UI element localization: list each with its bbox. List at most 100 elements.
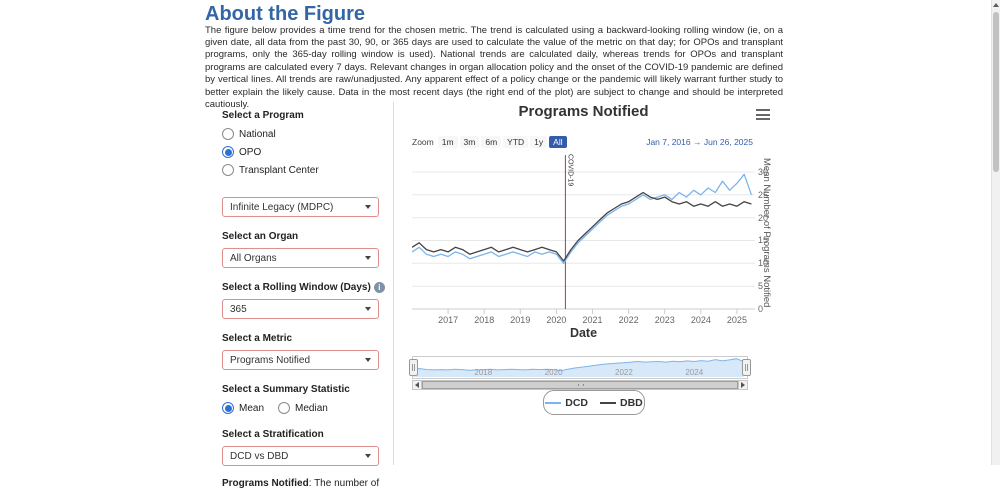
legend-dbd-label: DBD bbox=[620, 396, 643, 409]
navigator-year-label: 2018 bbox=[474, 368, 493, 377]
left-arrow-icon bbox=[415, 382, 419, 388]
x-tick-label: 2025 bbox=[726, 315, 747, 325]
metric-select[interactable]: Programs Notified bbox=[222, 350, 379, 370]
scroll-left-button[interactable] bbox=[412, 380, 422, 390]
info-icon[interactable]: i bbox=[373, 282, 385, 293]
navigator-year-label: 2020 bbox=[544, 368, 563, 377]
radio-median-label: Median bbox=[295, 402, 328, 414]
chevron-down-icon bbox=[365, 358, 371, 362]
legend-dcd-label: DCD bbox=[565, 396, 588, 409]
chevron-down-icon bbox=[365, 307, 371, 311]
scroll-right-button[interactable] bbox=[738, 380, 748, 390]
rolling-window-label: Select a Rolling Window (Days) i bbox=[222, 282, 398, 293]
page-title: About the Figure bbox=[205, 2, 365, 25]
chart-navigator[interactable]: 2018 2020 2022 2024 bbox=[409, 356, 751, 379]
dbd-line-swatch bbox=[600, 401, 616, 404]
program-label: Select a Program bbox=[222, 110, 304, 121]
metric-definition-term: Programs Notified bbox=[222, 478, 309, 489]
radio-opo[interactable]: OPO bbox=[222, 145, 398, 159]
chevron-down-icon bbox=[365, 205, 371, 209]
navigator-right-handle[interactable] bbox=[742, 359, 751, 376]
y-tick-label: 10 bbox=[758, 258, 769, 269]
rolling-window-label-text: Select a Rolling Window (Days) bbox=[222, 282, 371, 293]
page-scroll-thumb[interactable] bbox=[993, 12, 999, 172]
rolling-window-select[interactable]: 365 bbox=[222, 299, 379, 319]
zoom-1m-button[interactable]: 1m bbox=[437, 136, 458, 148]
radio-selected-icon[interactable] bbox=[222, 146, 234, 158]
y-tick-label: 5 bbox=[758, 281, 764, 292]
organ-select-value: All Organs bbox=[230, 252, 277, 264]
radio-mean-label: Mean bbox=[239, 402, 265, 414]
trend-plot bbox=[412, 155, 755, 314]
x-tick-label: 2022 bbox=[618, 315, 639, 325]
x-tick-label: 2023 bbox=[654, 315, 675, 325]
stratification-label: Select a Stratification bbox=[222, 429, 324, 440]
y-tick-label: 30 bbox=[758, 166, 769, 177]
radio-icon[interactable] bbox=[222, 128, 234, 140]
page-scrollbar[interactable] bbox=[991, 0, 1000, 465]
organ-select[interactable]: All Organs bbox=[222, 248, 379, 268]
metric-definition: Programs Notified: The number of bbox=[222, 478, 398, 489]
radio-transplant-center[interactable]: Transplant Center bbox=[222, 163, 398, 177]
chart-title: Programs Notified bbox=[518, 103, 649, 120]
organ-label: Select an Organ bbox=[222, 231, 299, 242]
figure-description: The figure below provides a time trend f… bbox=[205, 24, 783, 110]
right-arrow-icon bbox=[741, 382, 745, 388]
radio-transplant-center-label: Transplant Center bbox=[239, 164, 319, 176]
radio-selected-icon[interactable] bbox=[222, 402, 234, 414]
y-axis-title: Mean Number of Programs Notified bbox=[761, 157, 772, 308]
x-axis-title: Date bbox=[569, 326, 598, 340]
x-tick-label: 2020 bbox=[546, 315, 567, 325]
navigator-mini-chart bbox=[413, 358, 744, 377]
summary-statistic-options: Mean Median bbox=[222, 401, 398, 415]
date-range-display[interactable]: Jan 7, 2016 → Jun 26, 2025 bbox=[646, 137, 753, 147]
zoom-3m-button[interactable]: 3m bbox=[459, 136, 480, 148]
scroll-up-arrow-icon[interactable] bbox=[993, 3, 999, 7]
metric-label: Select a Metric bbox=[222, 333, 293, 344]
scroll-track[interactable] bbox=[422, 380, 738, 390]
navigator-left-handle[interactable] bbox=[409, 359, 418, 376]
chart-scrollbar[interactable] bbox=[412, 380, 748, 390]
zoom-ytd-button[interactable]: YTD bbox=[503, 136, 529, 148]
radio-icon[interactable] bbox=[278, 402, 291, 414]
y-tick-label: 0 bbox=[758, 304, 764, 314]
legend-item-dbd[interactable]: DBD bbox=[600, 397, 643, 409]
y-tick-label: 25 bbox=[758, 189, 769, 200]
chart-menu-icon[interactable] bbox=[756, 109, 770, 120]
y-tick-label: 20 bbox=[758, 212, 769, 223]
dcd-line-swatch bbox=[545, 401, 562, 404]
navigator-year-label: 2024 bbox=[685, 368, 704, 377]
program-select-value: Infinite Legacy (MDPC) bbox=[230, 201, 334, 213]
controls-panel: Select a Program National OPO Transplant… bbox=[222, 110, 398, 489]
radio-mean[interactable]: Mean bbox=[222, 402, 264, 414]
summary-statistic-label: Select a Summary Statistic bbox=[222, 384, 350, 395]
stratification-select-value: DCD vs DBD bbox=[230, 450, 289, 462]
radio-national-label: National bbox=[239, 128, 276, 140]
y-tick-label: 15 bbox=[758, 235, 769, 246]
legend-item-dcd[interactable]: DCD bbox=[545, 397, 588, 409]
radio-opo-label: OPO bbox=[239, 146, 262, 158]
x-tick-label: 2017 bbox=[438, 315, 459, 325]
covid-annotation-label: COVID-19 bbox=[566, 154, 574, 187]
zoom-6m-button[interactable]: 6m bbox=[481, 136, 502, 148]
radio-icon[interactable] bbox=[222, 164, 234, 176]
zoom-controls: Zoom 1m 3m 6m YTD 1y All bbox=[412, 136, 567, 148]
radio-median[interactable]: Median bbox=[278, 402, 328, 414]
stratification-select[interactable]: DCD vs DBD bbox=[222, 446, 379, 466]
radio-national[interactable]: National bbox=[222, 127, 398, 141]
chevron-down-icon bbox=[365, 454, 371, 458]
rolling-window-value: 365 bbox=[230, 303, 247, 315]
program-select[interactable]: Infinite Legacy (MDPC) bbox=[222, 197, 379, 217]
x-tick-label: 2018 bbox=[474, 315, 495, 325]
chart-legend: DCD DBD bbox=[543, 390, 645, 415]
navigator-year-label: 2022 bbox=[615, 368, 633, 377]
x-tick-label: 2021 bbox=[582, 315, 603, 325]
metric-select-value: Programs Notified bbox=[230, 354, 311, 366]
zoom-all-button[interactable]: All bbox=[549, 136, 567, 148]
x-tick-label: 2019 bbox=[510, 315, 531, 325]
zoom-1y-button[interactable]: 1y bbox=[530, 136, 548, 148]
x-tick-label: 2024 bbox=[690, 315, 711, 325]
metric-definition-text: : The number of bbox=[308, 478, 380, 489]
scroll-thumb[interactable] bbox=[422, 381, 738, 389]
chevron-down-icon bbox=[365, 256, 371, 260]
